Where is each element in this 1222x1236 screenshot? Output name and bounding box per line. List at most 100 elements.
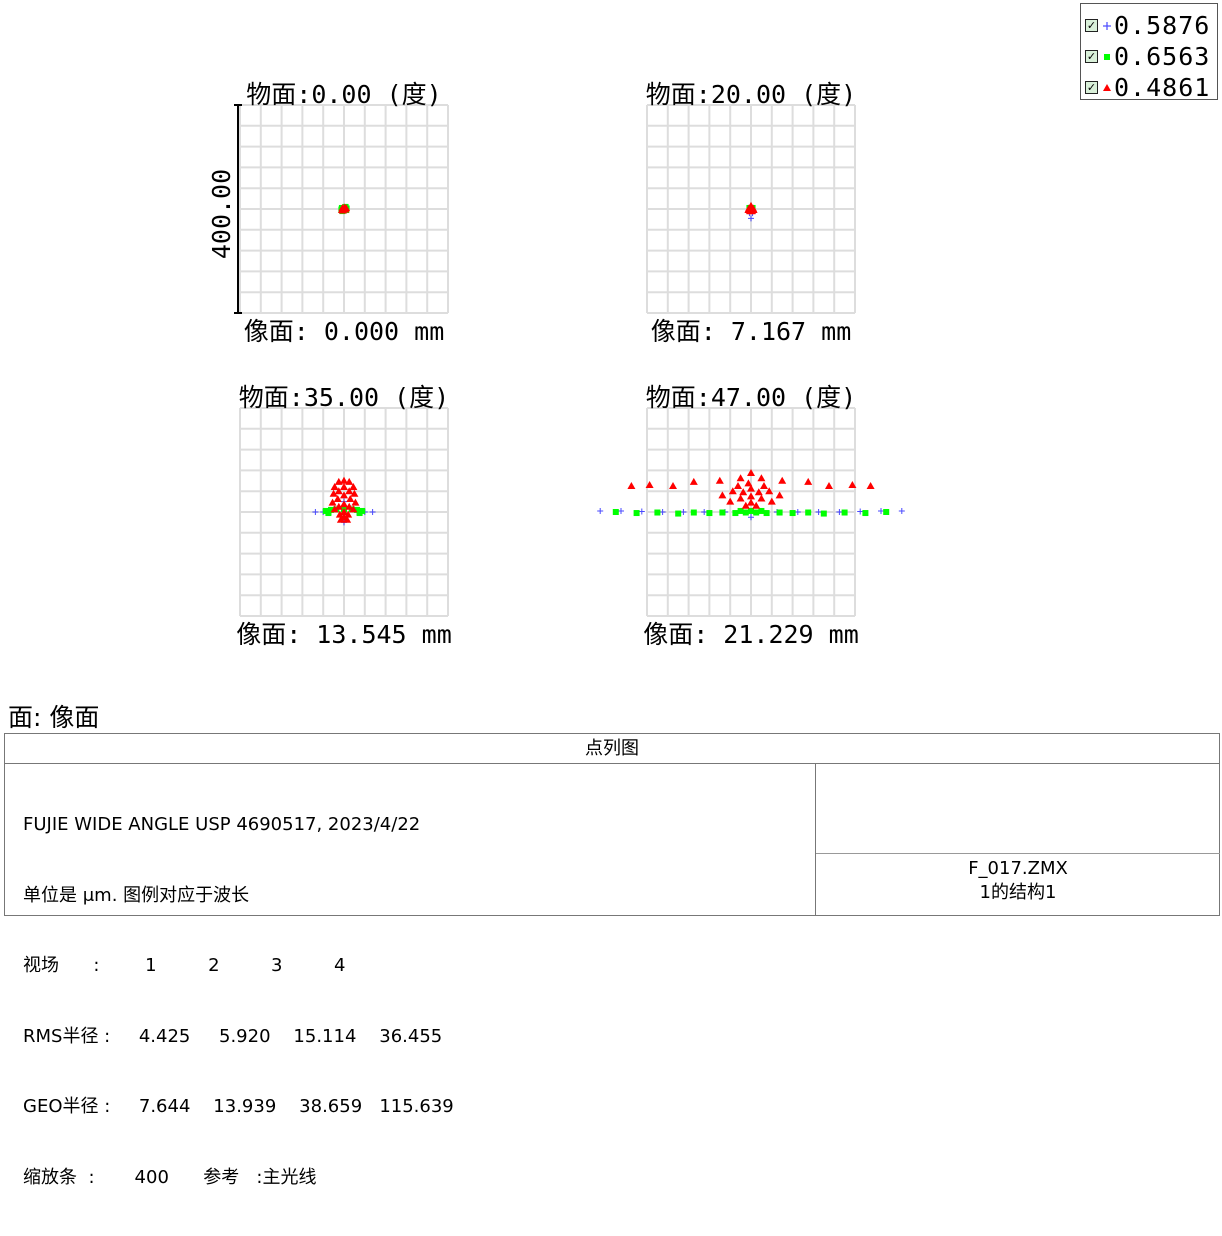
spot-triangle xyxy=(715,476,724,484)
spot-square xyxy=(776,509,783,516)
legend-label: 0.4861 xyxy=(1114,72,1211,102)
spot-triangle xyxy=(749,206,758,214)
info-line-units: 单位是 μm. 图例对应于波长 xyxy=(23,884,250,906)
spot-square xyxy=(706,510,713,517)
spot-triangle xyxy=(334,487,343,495)
legend-item-1[interactable]: ✓ 0.5876 xyxy=(1085,10,1210,40)
spot-plus xyxy=(857,508,864,515)
info-line-geo: GEO半径 : 7.644 13.939 38.659 115.639 xyxy=(23,1096,454,1117)
panel-title: 物面:35.00 (度) xyxy=(239,383,449,412)
spot-triangle xyxy=(330,505,339,513)
spot-square xyxy=(654,509,661,516)
image-height-label: 像面: 7.167 mm xyxy=(651,317,852,346)
spot-square xyxy=(742,509,749,516)
spot-square xyxy=(675,510,682,517)
spot-triangle xyxy=(343,515,352,523)
spot-triangle xyxy=(752,501,761,509)
spot-triangle xyxy=(345,477,354,485)
spot-triangle xyxy=(645,480,654,488)
spot-triangle xyxy=(744,206,753,214)
spot-plus xyxy=(638,508,645,515)
info-text: FUJIE WIDE ANGLE USP 4690517, 2023/4/22 … xyxy=(23,766,454,1236)
spot-triangle xyxy=(689,477,698,485)
spot-square xyxy=(690,509,697,516)
wavelength-legend: ✓ 0.5876 ✓ 0.6563 ✓ 0.4861 xyxy=(1080,3,1218,102)
spot-triangle xyxy=(757,494,766,502)
image-height-label: 像面: 21.229 mm xyxy=(643,620,859,649)
legend-label: 0.6563 xyxy=(1114,41,1211,71)
square-icon xyxy=(1098,49,1114,63)
spot-plus xyxy=(748,215,754,222)
spot-plus xyxy=(815,509,822,515)
config-label: 1的结构1 xyxy=(979,882,1057,903)
spot-square xyxy=(763,510,770,517)
spot-triangle xyxy=(747,492,755,500)
spot-triangle xyxy=(334,502,343,510)
checkbox-icon[interactable]: ✓ xyxy=(1085,18,1098,32)
surface-label: 面: 像面 xyxy=(8,703,100,732)
spot-triangle xyxy=(351,498,360,506)
spot-diagram-plots: 物面:0.00 (度) 像面: 0.000 mm 物面:20.00 (度) 像面: 7… xyxy=(207,80,905,649)
checkbox-icon[interactable]: ✓ xyxy=(1085,49,1098,63)
spot-triangle xyxy=(804,477,813,485)
spot-triangle xyxy=(866,482,875,489)
spot-plus xyxy=(312,509,319,515)
spot-square xyxy=(737,507,744,514)
spot-square xyxy=(719,509,726,516)
spot-triangle xyxy=(627,482,636,489)
panel-title: 物面:47.00 (度) xyxy=(646,383,856,412)
spot-square xyxy=(789,510,796,517)
spot-square xyxy=(820,510,827,517)
spot-triangle xyxy=(328,498,337,506)
file-info-box: F_017.ZMX 1的结构1 xyxy=(815,764,1220,915)
spot-triangle xyxy=(741,501,750,509)
info-line-rms: RMS半径 : 4.425 5.920 15.114 36.455 xyxy=(23,1025,443,1047)
triangle-icon xyxy=(1098,80,1114,94)
legend-item-2[interactable]: ✓ 0.6563 xyxy=(1085,41,1210,71)
spot-triangle xyxy=(767,497,776,505)
image-height-label: 像面: 0.000 mm xyxy=(244,317,445,346)
spot-square xyxy=(354,506,360,513)
spot-triangle xyxy=(739,488,748,496)
spot-square xyxy=(325,510,332,517)
spot-square xyxy=(356,510,363,517)
spot-triangle xyxy=(744,479,753,487)
spot-square xyxy=(612,509,619,515)
spot-plus xyxy=(680,509,687,515)
spot-square xyxy=(841,509,848,516)
panel-title: 物面:0.00 (度) xyxy=(246,80,441,109)
spot-triangle xyxy=(669,482,677,489)
spot-square xyxy=(883,509,890,515)
spot-square xyxy=(633,510,640,517)
spot-triangle xyxy=(760,482,768,489)
spot-triangle xyxy=(726,497,735,505)
spot-triangle xyxy=(349,505,358,513)
plus-icon xyxy=(1098,18,1114,32)
spot-triangle xyxy=(848,480,857,488)
spot-triangle xyxy=(334,477,343,485)
spot-square xyxy=(758,507,765,514)
legend-label: 0.5876 xyxy=(1114,10,1211,40)
spot-triangle xyxy=(350,489,359,497)
spot-plus xyxy=(836,509,843,515)
spot-triangle xyxy=(765,487,774,495)
legend-item-3[interactable]: ✓ 0.4861 xyxy=(1085,72,1210,102)
spot-triangle xyxy=(340,483,348,491)
spot-triangle xyxy=(329,489,338,497)
spot-triangle xyxy=(340,491,348,499)
spot-triangle xyxy=(333,495,342,502)
spot-triangle xyxy=(344,510,353,518)
spot-triangle xyxy=(728,487,737,495)
spot-triangle xyxy=(340,476,348,484)
checkbox-icon[interactable]: ✓ xyxy=(1085,80,1098,94)
spot-plus xyxy=(618,507,624,514)
spot-triangle xyxy=(337,206,346,214)
spot-square xyxy=(805,509,812,516)
spot-triangle xyxy=(747,469,755,476)
spot-square xyxy=(748,507,754,514)
spot-plus xyxy=(794,509,801,515)
spot-plus xyxy=(878,507,884,514)
spot-triangle xyxy=(349,483,358,491)
spot-square xyxy=(753,509,760,516)
spot-square xyxy=(862,510,869,517)
